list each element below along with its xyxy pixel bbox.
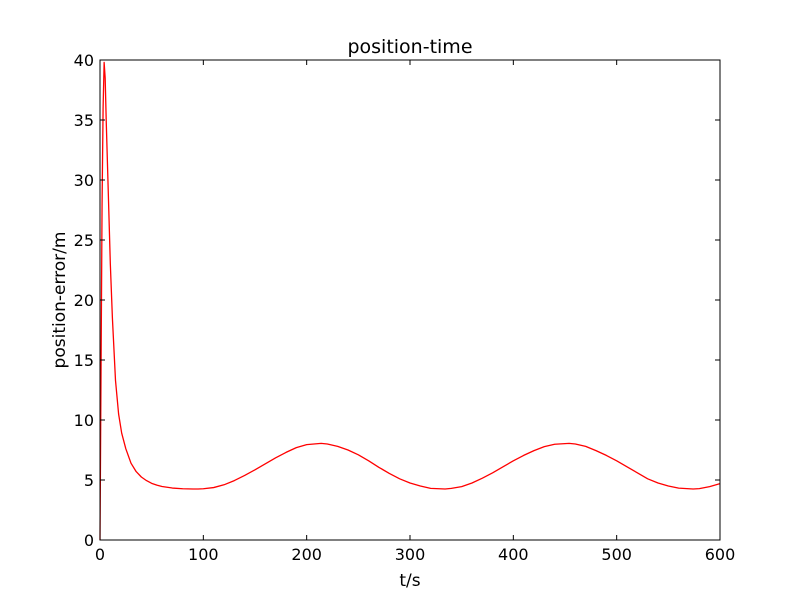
x-tick-label: 300 — [395, 545, 426, 564]
y-tick-label: 5 — [84, 471, 94, 490]
x-axis: 0 100 200 300 400 500 600 — [95, 60, 735, 564]
x-tick-label: 0 — [95, 545, 105, 564]
y-axis: 0 5 10 15 20 25 30 35 40 — [74, 51, 720, 550]
y-tick-label: 15 — [74, 351, 94, 370]
plot-area — [99, 61, 721, 541]
y-tick-label: 40 — [74, 51, 94, 70]
y-tick-label: 30 — [74, 171, 94, 190]
y-axis-label: position-error/m — [50, 232, 70, 369]
x-tick-label: 100 — [188, 545, 219, 564]
y-tick-label: 20 — [74, 291, 94, 310]
y-tick-label: 10 — [74, 411, 94, 430]
y-tick-label: 25 — [74, 231, 94, 250]
x-tick-label: 400 — [498, 545, 529, 564]
x-tick-label: 200 — [291, 545, 322, 564]
plot-frame — [99, 59, 721, 541]
x-tick-label: 600 — [705, 545, 736, 564]
series-line — [99, 61, 721, 541]
x-axis-label: t/s — [399, 571, 420, 591]
x-tick-label: 500 — [601, 545, 632, 564]
chart-title: position-time — [347, 36, 472, 58]
y-tick-label: 0 — [84, 531, 94, 550]
y-tick-label: 35 — [74, 111, 94, 130]
